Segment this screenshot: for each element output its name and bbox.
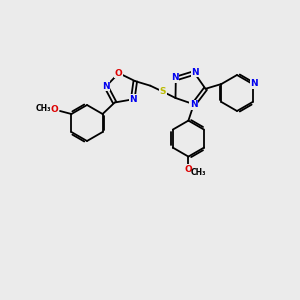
Text: N: N [190,100,198,109]
Text: O: O [115,69,123,78]
Text: N: N [171,74,179,82]
Text: CH₃: CH₃ [36,103,51,112]
Text: O: O [50,105,58,114]
Text: N: N [250,80,258,88]
Text: N: N [130,95,137,104]
Text: CH₃: CH₃ [190,168,206,177]
Text: O: O [184,165,192,174]
Text: N: N [102,82,109,91]
Text: S: S [160,87,166,96]
Text: N: N [191,68,199,77]
